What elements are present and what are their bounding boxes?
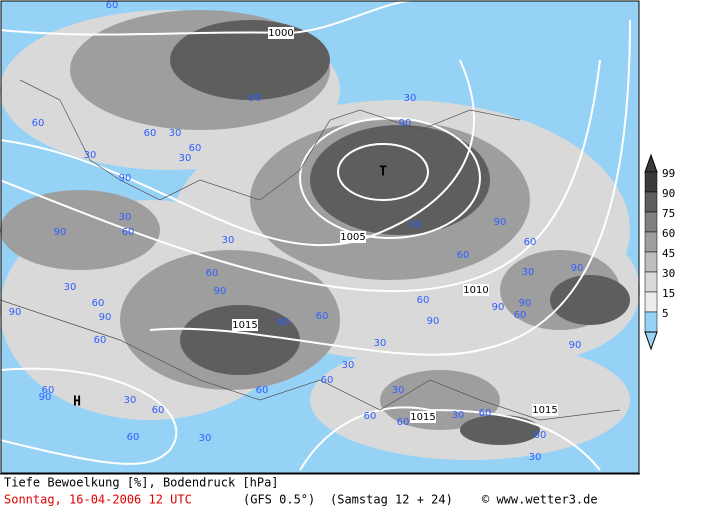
cloud-label: 90 <box>494 217 507 228</box>
isobar-label: 1015 <box>532 405 557 416</box>
legend-swatch <box>644 291 658 313</box>
legend-label: 75 <box>662 207 675 220</box>
isobar-labels: 1000 1005 1010 1015 1015 1015 <box>232 27 558 423</box>
cloud-label: 60 <box>479 408 492 419</box>
cloud-label: 30 <box>522 267 535 278</box>
cloud-label: 30 <box>169 128 182 139</box>
cloud-label: 30 <box>374 338 387 349</box>
cloud-label: 60 <box>94 335 107 346</box>
cloud-label: 90 <box>571 263 584 274</box>
cloud-label: 30 <box>404 93 417 104</box>
legend-label: 60 <box>662 227 675 240</box>
legend-label: 90 <box>662 187 675 200</box>
cloud-label: 90 <box>277 317 290 328</box>
cloud-label: 30 <box>392 385 405 396</box>
cloud-label: 60 <box>534 430 547 441</box>
cloud-label: 60 <box>92 298 105 309</box>
cloud-label: 90 <box>569 340 582 351</box>
cloud-label: 60 <box>42 385 55 396</box>
legend-swatch <box>644 271 658 293</box>
cloud-label: 30 <box>409 220 422 231</box>
cloud-label: 30 <box>222 235 235 246</box>
isobar-label: 1005 <box>340 232 365 243</box>
legend-swatch <box>644 191 658 213</box>
cloud-label: 60 <box>106 0 119 11</box>
cloud-label: 30 <box>452 410 465 421</box>
coastlines <box>0 79 621 421</box>
cloud-label: 90 <box>119 173 132 184</box>
cloud-label: 60 <box>189 143 202 154</box>
cloud-label: 30 <box>342 360 355 371</box>
cloud-label: 60 <box>127 432 140 443</box>
cloud-label: 30 <box>119 212 132 223</box>
isobar-label-bg <box>268 27 294 39</box>
cloud-dense <box>170 20 630 445</box>
cloud-label: 90 <box>492 302 505 313</box>
legend-swatch <box>644 231 658 253</box>
cloud-label: 60 <box>32 118 45 129</box>
isobars <box>149 19 631 471</box>
isobar-label-bg <box>463 284 489 296</box>
cloud-label: 90 <box>427 316 440 327</box>
cloud-label: 60 <box>524 237 537 248</box>
isobar-label-bg <box>232 319 258 331</box>
cloud-label: 90 <box>399 118 412 129</box>
legend-label: 30 <box>662 267 675 280</box>
cloud-label: 90 <box>99 312 112 323</box>
cloud-label: 90 <box>54 227 67 238</box>
date-label: Sonntag, 16-04-2006 12 UTC <box>4 493 192 507</box>
legend: 99 90 75 60 45 30 15 5 <box>644 153 675 351</box>
legend-swatch <box>644 171 658 193</box>
cloud-label: 90 <box>214 286 227 297</box>
cloud-label: 60 <box>397 417 410 428</box>
isobar-label: 1015 <box>410 412 435 423</box>
cloud-label: 60 <box>321 375 334 386</box>
cloud-label: 30 <box>179 153 192 164</box>
cloud-label: 30 <box>84 150 97 161</box>
isobar-label-bg <box>340 231 366 243</box>
cloud-label: 30 <box>124 395 137 406</box>
cloud-label: 60 <box>206 268 219 279</box>
isobar-label-bg <box>532 404 558 416</box>
isobar-label: 1010 <box>463 285 488 296</box>
isobar-label: 1000 <box>268 28 293 39</box>
legend-label: 5 <box>662 307 669 320</box>
cloud-label: 60 <box>364 411 377 422</box>
credit: © www.wetter3.de <box>482 493 598 507</box>
map-border <box>0 0 640 474</box>
legend-label: 45 <box>662 247 675 260</box>
cloud-label: 60 <box>256 385 269 396</box>
cloud-label: 60 <box>457 250 470 261</box>
isobar-label-bg <box>410 411 436 423</box>
cloud-label: 30 <box>64 282 77 293</box>
cloud-label: 90 <box>519 298 532 309</box>
footer: Tiefe Bewoelkung [%], Bodendruck [hPa] S… <box>0 473 640 507</box>
cloud-label: 90 <box>9 307 22 318</box>
cloud-label: 90 <box>39 392 52 403</box>
high-center: H <box>73 395 81 410</box>
legend-swatch <box>644 211 658 233</box>
cloud-label: 60 <box>122 227 135 238</box>
legend-swatch <box>644 311 658 333</box>
cloud-label: 60 <box>316 311 329 322</box>
product-title: Tiefe Bewoelkung [%], Bodendruck [hPa] <box>4 476 279 490</box>
legend-label: 15 <box>662 287 675 300</box>
isobar-label: 1015 <box>232 320 257 331</box>
cloud-label: 30 <box>529 452 542 463</box>
legend-swatch <box>644 251 658 273</box>
model-label: (GFS 0.5°) <box>243 493 315 507</box>
run-label: (Samstag 12 + 24) <box>330 493 453 507</box>
cloud-label: 60 <box>152 405 165 416</box>
cloud-label: 60 <box>144 128 157 139</box>
cloud-label: 60 <box>514 310 527 321</box>
low-center: T <box>379 165 387 180</box>
cloud-label: 90 <box>249 93 262 104</box>
legend-bottom-arrow <box>644 331 658 351</box>
cloud-label: 30 <box>199 433 212 444</box>
cloud-label: 60 <box>417 295 430 306</box>
legend-label: 99 <box>662 167 675 180</box>
